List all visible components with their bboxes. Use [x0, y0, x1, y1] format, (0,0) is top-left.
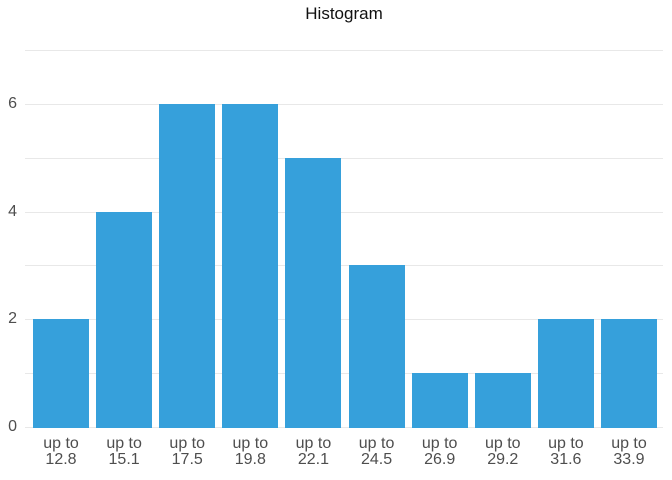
x-axis-label-line2: 15.1 — [108, 451, 140, 468]
bar-up-to-33.9[interactable] — [601, 319, 657, 428]
x-axis-label-22.1: up to 22.1 — [285, 436, 341, 468]
x-axis-label-line1: up to — [611, 435, 647, 452]
x-axis-label-line2: 19.8 — [234, 451, 266, 468]
x-axis-label-line2: 26.9 — [424, 451, 456, 468]
y-axis-tick-label-6: 6 — [8, 95, 17, 112]
x-axis-label-line1: up to — [484, 435, 521, 452]
bar-up-to-31.6[interactable] — [538, 319, 594, 428]
x-axis-label-12.8: up to 12.8 — [33, 436, 89, 468]
gridline-y2 — [25, 319, 663, 320]
x-axis-label-29.2: up to 29.2 — [475, 436, 531, 468]
gridline-y7 — [25, 50, 663, 51]
x-axis-label-line1: up to — [548, 435, 584, 452]
x-axis-label-line2: 24.5 — [360, 451, 393, 468]
gridline-y4 — [25, 212, 663, 213]
x-axis-label-line1: up to — [169, 435, 206, 452]
bar-up-to-17.5[interactable] — [159, 104, 215, 428]
chart-title: Histogram — [305, 4, 383, 23]
y-axis-tick-label-2: 2 — [8, 310, 17, 327]
bar-up-to-26.9[interactable] — [412, 373, 468, 428]
bar-up-to-19.8[interactable] — [222, 104, 278, 428]
x-axis-label-line2: 17.5 — [171, 451, 203, 468]
bar-up-to-12.8[interactable] — [33, 319, 89, 428]
x-axis-label-line1: up to — [295, 435, 332, 452]
x-axis-label-17.5: up to 17.5 — [159, 436, 215, 468]
gridline-y5 — [25, 158, 663, 159]
y-axis-tick-label-4: 4 — [8, 203, 17, 220]
x-axis-label-31.6: up to 31.6 — [538, 436, 594, 468]
x-axis-label-line2: 22.1 — [297, 451, 329, 468]
x-axis-label-line1: up to — [358, 435, 395, 452]
x-axis-label-33.9: up to 33.9 — [601, 436, 657, 468]
bar-up-to-24.5[interactable] — [349, 265, 405, 428]
x-axis-label-15.1: up to 15.1 — [96, 436, 152, 468]
x-axis-label-line2: 33.9 — [613, 451, 645, 468]
bar-up-to-22.1[interactable] — [285, 158, 341, 428]
gridline-y6 — [25, 104, 663, 105]
x-axis-label-19.8: up to 19.8 — [222, 436, 278, 468]
bar-up-to-15.1[interactable] — [96, 212, 152, 428]
x-axis-label-line1: up to — [106, 435, 142, 452]
x-axis-label-line1: up to — [232, 435, 269, 452]
gridline-y0 — [25, 427, 663, 428]
x-axis-label-line1: up to — [421, 435, 458, 452]
x-axis-label-line2: 31.6 — [550, 451, 582, 468]
x-axis-label-line1: up to — [43, 435, 79, 452]
bar-up-to-29.2[interactable] — [475, 373, 531, 428]
x-axis-labels: up to 12.8 up to 15.1 up to 17.5 up to 19.8 up t… — [33, 436, 657, 468]
y-axis-tick-label-0: 0 — [8, 418, 17, 435]
x-axis-label-line2: 12.8 — [45, 451, 77, 468]
gridline-y1 — [25, 373, 663, 374]
x-axis-label-line2: 29.2 — [487, 451, 519, 468]
x-axis-label-26.9: up to 26.9 — [412, 436, 468, 468]
x-axis-label-24.5: up to 24.5 — [349, 436, 405, 468]
gridline-y3 — [25, 265, 663, 266]
